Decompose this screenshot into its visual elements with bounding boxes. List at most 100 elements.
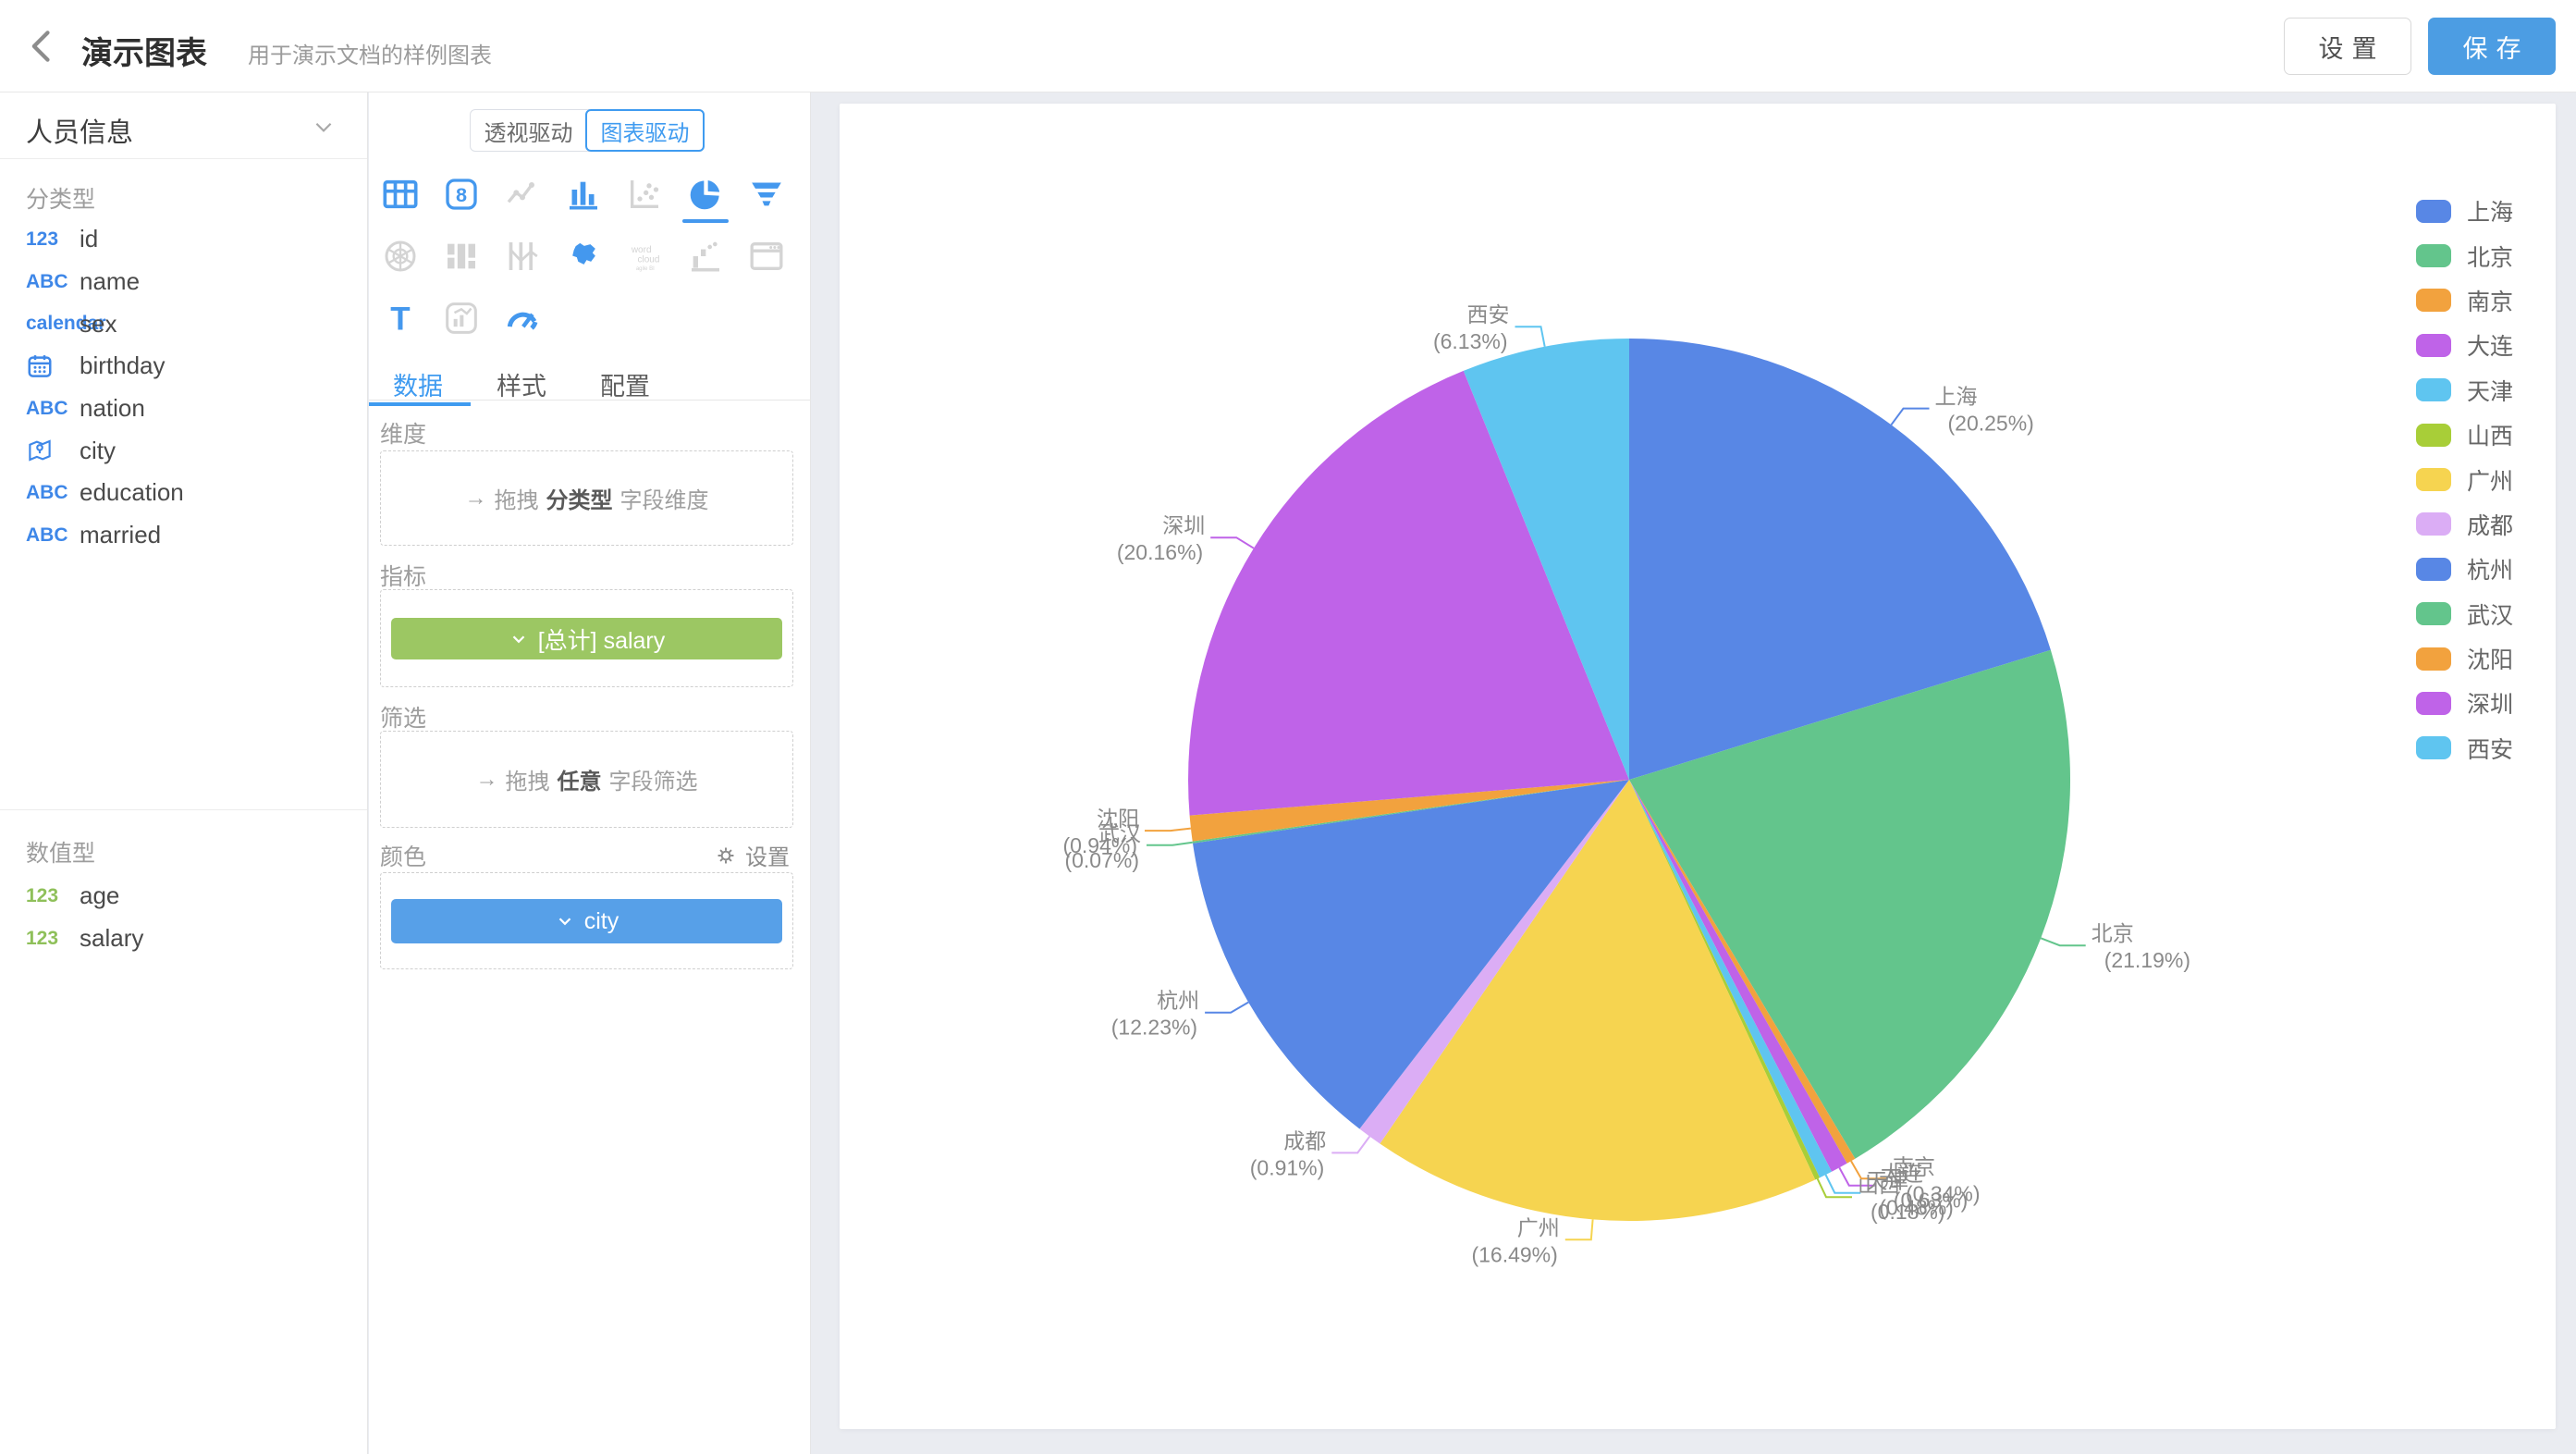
pie-slice[interactable] — [1629, 780, 1832, 1178]
page-subtitle: 用于演示文档的样例图表 — [248, 43, 492, 68]
field-name: married — [80, 521, 162, 549]
dataset-selector[interactable]: 人员信息 — [0, 92, 367, 159]
legend-item-北京[interactable]: 北京 — [2416, 233, 2513, 277]
topbar: 演示图表 用于演示文档的样例图表 设置 保存 — [0, 0, 2576, 92]
color-drop-zone[interactable] — [380, 872, 793, 969]
svg-text:cloud: cloud — [638, 254, 660, 265]
legend-item-深圳[interactable]: 深圳 — [2416, 681, 2513, 725]
legend-item-天津[interactable]: 天津 — [2416, 368, 2513, 413]
text-widget-icon[interactable]: T — [382, 300, 419, 337]
legend-label: 山西 — [2467, 424, 2514, 450]
pie-slice[interactable] — [1359, 780, 1629, 1144]
pie-label-name: 武汉 — [1098, 821, 1141, 845]
bar-chart-icon[interactable] — [565, 176, 602, 213]
categorical-field-list: 123 id ABC name calendar sex birthday ABC nation… — [0, 218, 367, 557]
gauge-chart-icon[interactable] — [504, 300, 541, 337]
field-item-salary[interactable]: 123 salary — [0, 918, 367, 960]
settings-button[interactable]: 设置 — [2284, 18, 2411, 75]
color-settings-button[interactable]: 设置 — [714, 839, 790, 871]
pie-slice[interactable] — [1193, 780, 1629, 1129]
tab-样式[interactable]: 样式 — [497, 373, 546, 400]
line-chart-icon — [504, 176, 541, 213]
field-item-birthday[interactable]: birthday — [0, 345, 367, 388]
tab-配置[interactable]: 配置 — [600, 373, 650, 400]
save-button[interactable]: 保存 — [2428, 18, 2556, 75]
pie-label-line — [1205, 1001, 1249, 1014]
filter-drop-zone[interactable]: → 拖拽 任意 字段筛选 — [380, 731, 793, 828]
tab-数据[interactable]: 数据 — [369, 366, 471, 406]
measure-pill[interactable]: [总计] salary — [391, 618, 782, 659]
legend-swatch — [2416, 244, 2451, 268]
page-title: 演示图表 — [81, 36, 207, 71]
pie-label-name: 大连 — [1881, 1162, 1923, 1186]
text-field-icon: calendar — [26, 313, 106, 335]
pie-slice[interactable] — [1629, 780, 1856, 1164]
legend-swatch — [2416, 602, 2451, 626]
map-chart-icon[interactable] — [565, 238, 602, 275]
location-icon — [29, 439, 51, 462]
pie-label-line — [1515, 326, 1546, 347]
back-button[interactable] — [22, 26, 63, 67]
field-item-age[interactable]: 123 age — [0, 875, 367, 918]
pie-slice[interactable] — [1629, 649, 2071, 1159]
legend-item-山西[interactable]: 山西 — [2416, 413, 2513, 457]
pie-slice[interactable] — [1189, 780, 1629, 842]
pie-label-percent: (16.49%) — [1471, 1242, 1557, 1266]
legend-item-沈阳[interactable]: 沈阳 — [2416, 636, 2513, 681]
legend-label: 北京 — [2467, 244, 2514, 271]
pie-chart-icon[interactable] — [682, 176, 729, 223]
pie-slice[interactable] — [1192, 780, 1629, 844]
pie-label-percent: (0.34%) — [1906, 1181, 1981, 1205]
field-item-married[interactable]: ABC married — [0, 514, 367, 557]
text-field-icon: ABC — [26, 270, 68, 292]
field-item-nation[interactable]: ABC nation — [0, 388, 367, 430]
pie-label-name: 南京 — [1893, 1154, 1935, 1178]
text-field-icon: ABC — [26, 524, 68, 546]
pie-label-line — [2040, 937, 2086, 947]
legend-item-广州[interactable]: 广州 — [2416, 457, 2513, 501]
mode-toggle-option[interactable]: 透视驱动 — [484, 120, 573, 146]
pie-label-percent: (21.19%) — [2104, 948, 2190, 972]
color-pill[interactable]: city — [391, 899, 782, 943]
field-item-id[interactable]: 123 id — [0, 218, 367, 261]
table-icon[interactable] — [382, 176, 419, 213]
pie-label-percent: (0.48%) — [1879, 1196, 1954, 1220]
pie-label-line — [1838, 1166, 1875, 1187]
svg-text:8: 8 — [456, 183, 467, 206]
field-item-education[interactable]: ABC education — [0, 472, 367, 514]
legend-item-大连[interactable]: 大连 — [2416, 323, 2513, 367]
arrow-right-icon: → — [475, 766, 498, 792]
legend-item-上海[interactable]: 上海 — [2416, 189, 2513, 233]
field-item-name[interactable]: ABC name — [0, 261, 367, 303]
legend-swatch — [2416, 647, 2451, 671]
pie-label-percent: (0.91%) — [1250, 1155, 1325, 1179]
pie-slice[interactable] — [1188, 370, 1629, 816]
legend-item-西安[interactable]: 西安 — [2416, 726, 2513, 770]
filter-drop-hint: → 拖拽 任意 字段筛选 — [475, 766, 698, 795]
legend-label: 沈阳 — [2467, 647, 2514, 674]
pie-slice[interactable] — [1629, 339, 2051, 780]
scatter-chart-icon — [626, 176, 663, 213]
pie-label-percent: (0.07%) — [1064, 848, 1139, 872]
pie-label-name: 沈阳 — [1097, 807, 1139, 831]
dimension-drop-zone[interactable]: → 拖拽 分类型 字段维度 — [380, 450, 793, 546]
pie-slice[interactable] — [1629, 780, 1821, 1180]
legend-item-杭州[interactable]: 杭州 — [2416, 547, 2513, 591]
field-item-city[interactable]: city — [0, 429, 367, 472]
measure-drop-zone[interactable] — [380, 589, 793, 687]
mode-toggle-option[interactable]: 图表驱动 — [585, 109, 705, 152]
legend-item-成都[interactable]: 成都 — [2416, 502, 2513, 547]
pie-slice[interactable] — [1380, 780, 1816, 1222]
chevron-down-icon — [558, 918, 571, 926]
pie-label-percent: (6.13%) — [1433, 329, 1508, 353]
pie-slice[interactable] — [1629, 780, 1847, 1172]
gear-icon — [718, 847, 734, 863]
field-item-sex[interactable]: calendar sex — [0, 302, 367, 345]
waterfall-chart-icon — [687, 238, 724, 275]
pie-label-line — [1147, 841, 1193, 846]
indicator-card-icon[interactable]: 8 — [443, 176, 480, 213]
funnel-chart-icon[interactable] — [748, 176, 785, 213]
pie-slice[interactable] — [1463, 339, 1629, 780]
legend-item-武汉[interactable]: 武汉 — [2416, 592, 2513, 636]
legend-item-南京[interactable]: 南京 — [2416, 278, 2513, 323]
